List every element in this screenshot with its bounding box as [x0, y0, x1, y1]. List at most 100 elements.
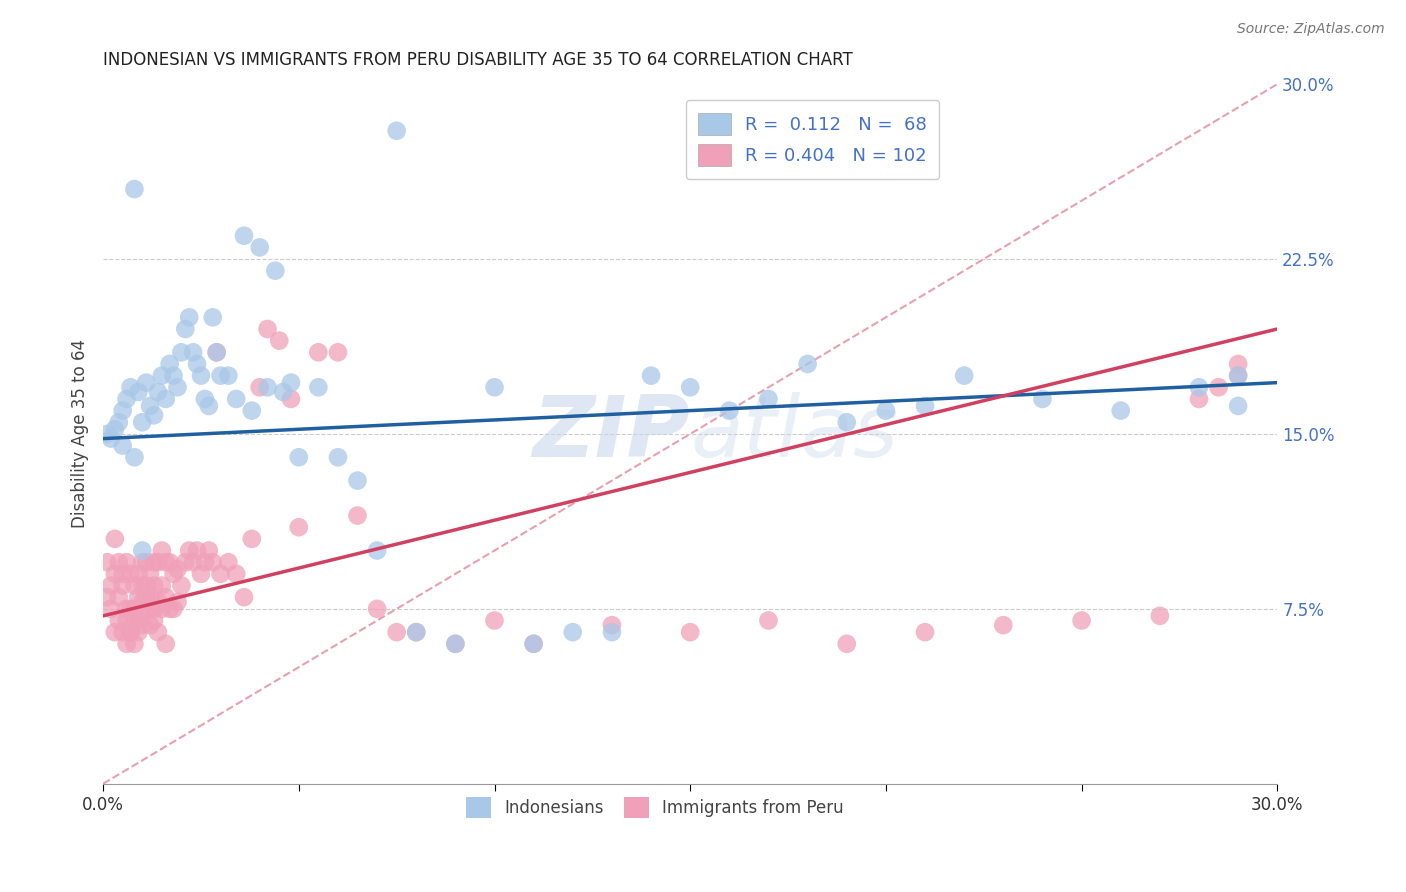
Point: [679, 625, 702, 640]
Point: [201, 555, 224, 569]
Point: [162, 368, 184, 383]
Point: [127, 566, 149, 581]
Point: [143, 555, 166, 569]
Point: [1227, 357, 1250, 371]
Point: [209, 566, 232, 581]
Point: [127, 590, 149, 604]
Point: [139, 618, 162, 632]
Point: [170, 578, 193, 592]
Point: [146, 625, 169, 640]
Point: [100, 578, 122, 592]
Point: [162, 602, 184, 616]
Point: [159, 357, 181, 371]
Point: [135, 595, 157, 609]
Point: [1188, 392, 1211, 406]
Point: [679, 380, 702, 394]
Point: [155, 555, 177, 569]
Point: [139, 566, 162, 581]
Point: [150, 578, 173, 592]
Point: [366, 543, 388, 558]
Point: [162, 566, 184, 581]
Point: [914, 399, 936, 413]
Point: [1227, 368, 1250, 383]
Point: [217, 555, 239, 569]
Point: [155, 637, 177, 651]
Point: [124, 450, 146, 465]
Point: [600, 618, 623, 632]
Point: [146, 555, 169, 569]
Point: [366, 602, 388, 616]
Point: [326, 450, 349, 465]
Point: [174, 555, 197, 569]
Point: [326, 345, 349, 359]
Point: [444, 637, 467, 651]
Point: [523, 637, 546, 651]
Point: [835, 637, 858, 651]
Text: ZIP: ZIP: [533, 392, 690, 475]
Point: [159, 602, 181, 616]
Point: [288, 520, 311, 534]
Point: [150, 368, 173, 383]
Point: [307, 345, 329, 359]
Point: [170, 345, 193, 359]
Point: [523, 637, 546, 651]
Point: [124, 637, 146, 651]
Point: [143, 409, 166, 423]
Point: [256, 322, 278, 336]
Point: [127, 384, 149, 399]
Point: [96, 426, 118, 441]
Point: [1188, 380, 1211, 394]
Point: [190, 566, 212, 581]
Point: [159, 555, 181, 569]
Point: [143, 602, 166, 616]
Point: [146, 384, 169, 399]
Point: [385, 124, 408, 138]
Point: [190, 368, 212, 383]
Point: [240, 532, 263, 546]
Point: [181, 345, 204, 359]
Text: atlas: atlas: [690, 392, 898, 475]
Point: [269, 334, 291, 348]
Point: [124, 578, 146, 592]
Point: [718, 403, 741, 417]
Point: [146, 595, 169, 609]
Point: [96, 555, 118, 569]
Point: [135, 376, 157, 390]
Point: [115, 637, 138, 651]
Point: [150, 602, 173, 616]
Point: [120, 602, 142, 616]
Point: [1070, 614, 1092, 628]
Point: [249, 380, 271, 394]
Point: [233, 228, 256, 243]
Point: [346, 508, 368, 523]
Point: [104, 566, 127, 581]
Point: [217, 368, 239, 383]
Point: [115, 392, 138, 406]
Point: [131, 602, 153, 616]
Point: [115, 555, 138, 569]
Point: [249, 240, 271, 254]
Point: [150, 543, 173, 558]
Point: [758, 614, 780, 628]
Point: [131, 543, 153, 558]
Point: [131, 595, 153, 609]
Point: [1227, 399, 1250, 413]
Point: [225, 566, 247, 581]
Point: [111, 403, 134, 417]
Point: [96, 590, 118, 604]
Point: [124, 182, 146, 196]
Point: [104, 532, 127, 546]
Point: [758, 392, 780, 406]
Point: [111, 578, 134, 592]
Point: [484, 380, 506, 394]
Point: [600, 625, 623, 640]
Point: [124, 614, 146, 628]
Point: [186, 357, 208, 371]
Point: [1031, 392, 1053, 406]
Point: [107, 415, 129, 429]
Point: [143, 578, 166, 592]
Point: [835, 415, 858, 429]
Point: [135, 590, 157, 604]
Point: [104, 625, 127, 640]
Point: [107, 555, 129, 569]
